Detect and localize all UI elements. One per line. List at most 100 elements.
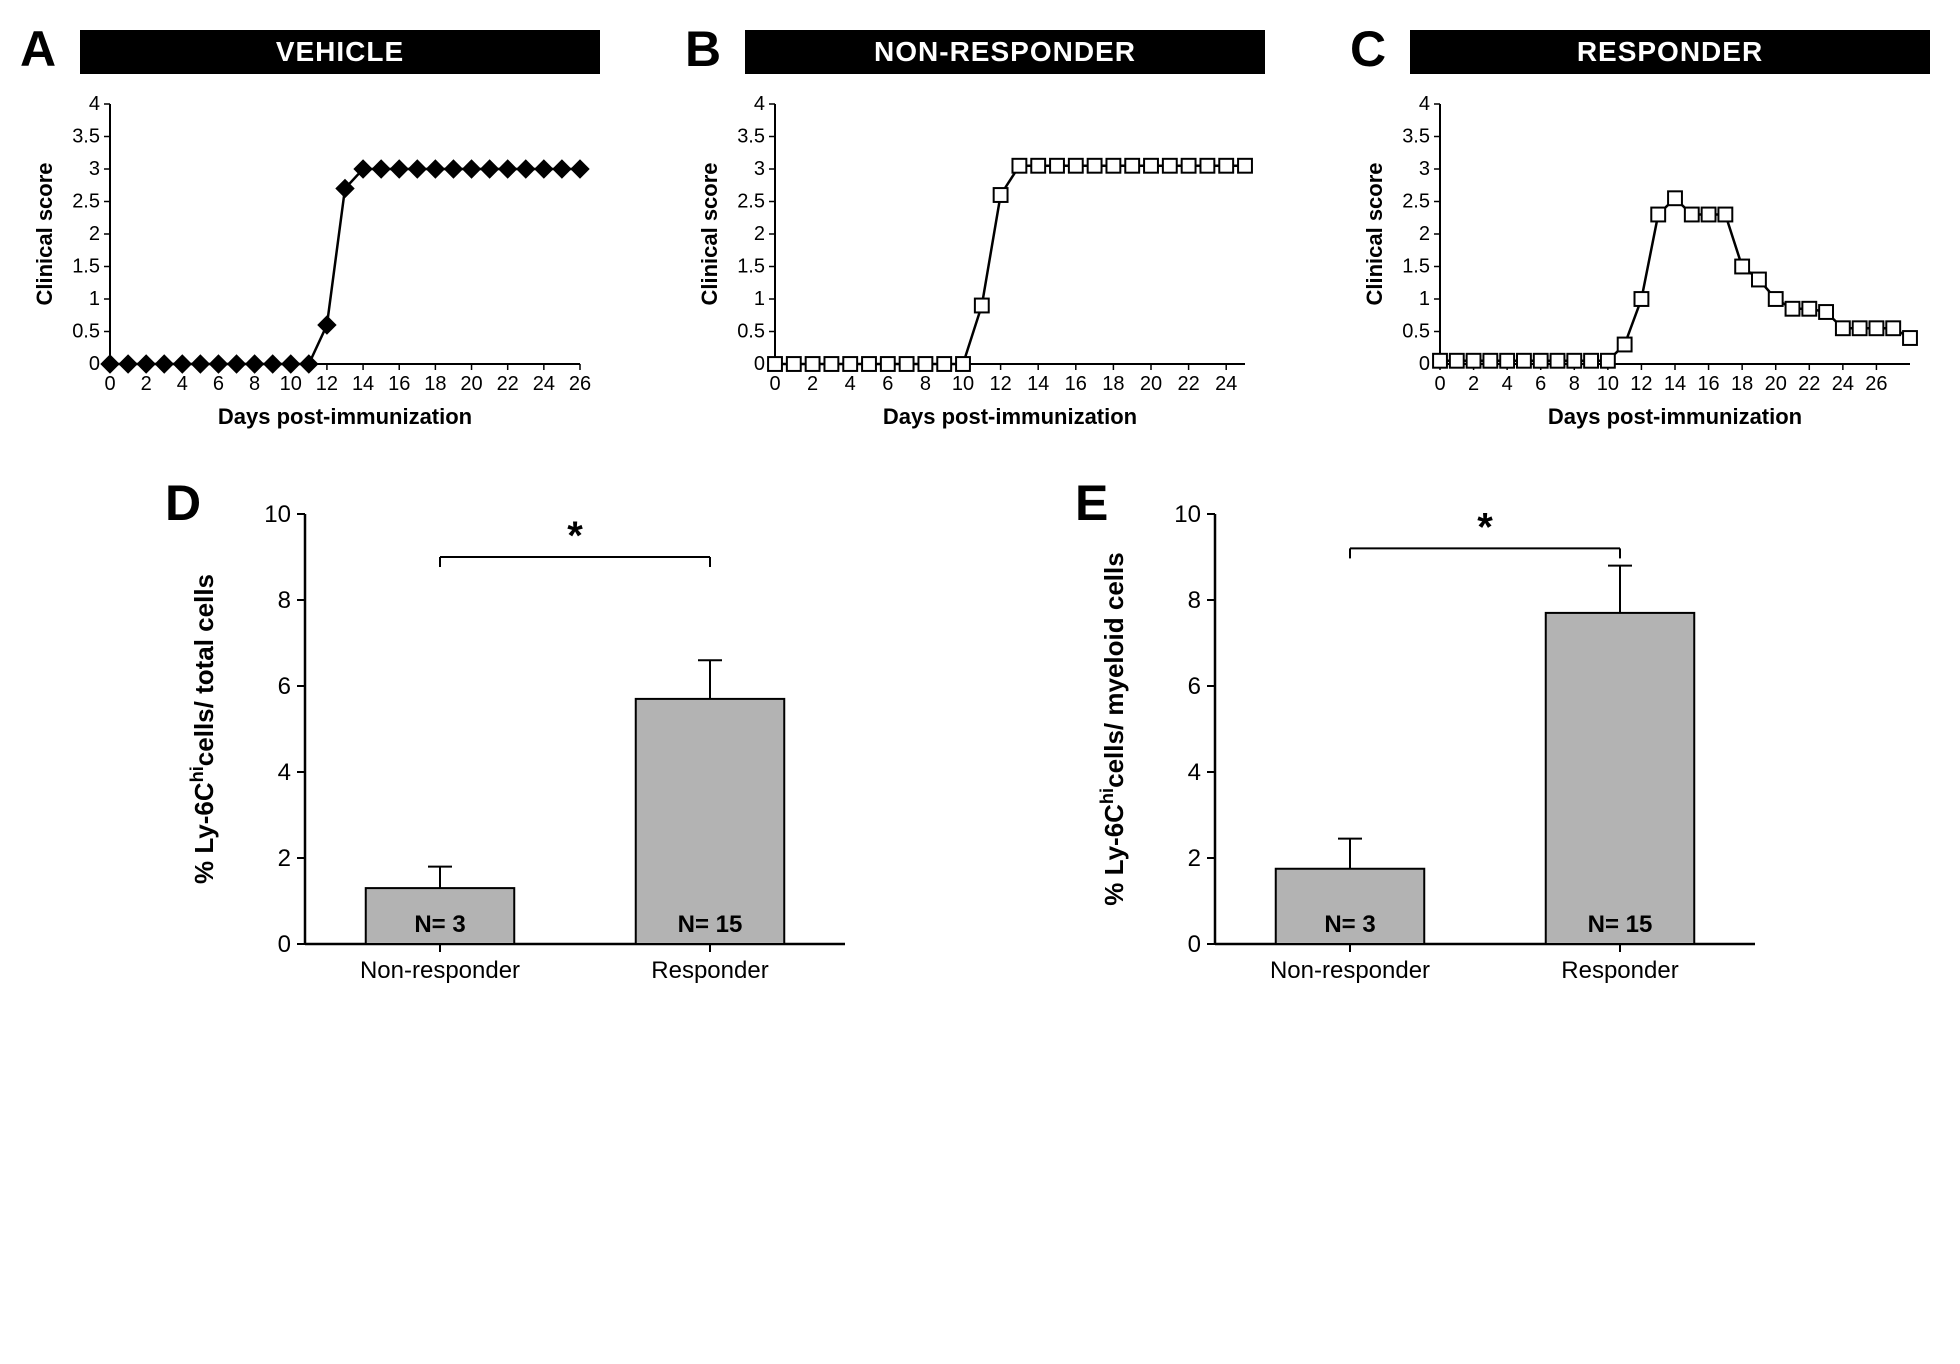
svg-text:18: 18 — [1102, 373, 1124, 395]
svg-text:10: 10 — [280, 373, 302, 395]
top-row: A VEHICLE 00.511.522.533.540246810121416… — [30, 30, 1930, 434]
panel-e-chart: 0246810N= 3Non-responderN= 15Responder*%… — [1085, 484, 1785, 1004]
panel-b-chart: 00.511.522.533.54024681012141618202224Da… — [695, 94, 1265, 434]
svg-text:3: 3 — [754, 158, 765, 180]
svg-text:*: * — [567, 514, 583, 558]
svg-text:3.5: 3.5 — [1402, 126, 1430, 148]
svg-text:0: 0 — [89, 353, 100, 375]
svg-text:N= 3: N= 3 — [414, 911, 465, 938]
svg-text:24: 24 — [1215, 373, 1237, 395]
svg-text:Clinical score: Clinical score — [697, 162, 722, 305]
svg-text:16: 16 — [388, 373, 410, 395]
svg-text:Days post-immunization: Days post-immunization — [883, 404, 1137, 429]
svg-text:0: 0 — [1434, 373, 1445, 395]
svg-text:4: 4 — [177, 373, 188, 395]
svg-text:2: 2 — [754, 223, 765, 245]
svg-text:12: 12 — [316, 373, 338, 395]
svg-text:Days post-immunization: Days post-immunization — [218, 404, 472, 429]
svg-text:8: 8 — [249, 373, 260, 395]
svg-text:2: 2 — [1419, 223, 1430, 245]
svg-text:Non-responder: Non-responder — [1270, 957, 1430, 984]
svg-text:20: 20 — [1140, 373, 1162, 395]
panel-a: A VEHICLE 00.511.522.533.540246810121416… — [30, 30, 600, 434]
svg-text:2.5: 2.5 — [72, 191, 100, 213]
svg-text:1.5: 1.5 — [72, 256, 100, 278]
svg-text:24: 24 — [533, 373, 555, 395]
svg-text:10: 10 — [1597, 373, 1619, 395]
svg-text:6: 6 — [1535, 373, 1546, 395]
svg-text:20: 20 — [460, 373, 482, 395]
svg-text:8: 8 — [278, 587, 291, 614]
svg-text:2: 2 — [1468, 373, 1479, 395]
svg-text:24: 24 — [1832, 373, 1854, 395]
svg-text:Clinical score: Clinical score — [32, 162, 57, 305]
svg-text:1: 1 — [89, 288, 100, 310]
svg-text:2.5: 2.5 — [737, 191, 765, 213]
svg-text:14: 14 — [352, 373, 374, 395]
svg-text:18: 18 — [424, 373, 446, 395]
svg-text:Responder: Responder — [1561, 957, 1678, 984]
svg-text:2: 2 — [1188, 845, 1201, 872]
svg-text:4: 4 — [1502, 373, 1513, 395]
svg-text:22: 22 — [497, 373, 519, 395]
svg-text:4: 4 — [278, 759, 291, 786]
panel-letter-a: A — [20, 20, 56, 78]
svg-text:0: 0 — [769, 373, 780, 395]
svg-text:2: 2 — [278, 845, 291, 872]
svg-text:1: 1 — [754, 288, 765, 310]
svg-text:8: 8 — [920, 373, 931, 395]
svg-text:0: 0 — [104, 373, 115, 395]
svg-text:10: 10 — [952, 373, 974, 395]
svg-text:8: 8 — [1188, 587, 1201, 614]
panel-a-title: VEHICLE — [80, 30, 600, 74]
panel-c-title: RESPONDER — [1410, 30, 1930, 74]
svg-text:1.5: 1.5 — [737, 256, 765, 278]
svg-text:3.5: 3.5 — [737, 126, 765, 148]
svg-text:14: 14 — [1664, 373, 1686, 395]
svg-text:8: 8 — [1569, 373, 1580, 395]
svg-text:% Ly-6Chicells/ myeloid cells: % Ly-6Chicells/ myeloid cells — [1097, 552, 1129, 905]
panel-c: C RESPONDER 00.511.522.533.5402468101214… — [1360, 30, 1930, 434]
svg-text:0: 0 — [1419, 353, 1430, 375]
svg-text:Clinical score: Clinical score — [1362, 162, 1387, 305]
svg-text:1: 1 — [1419, 288, 1430, 310]
panel-letter-c: C — [1350, 20, 1386, 78]
svg-text:20: 20 — [1765, 373, 1787, 395]
bottom-row: D 0246810N= 3Non-responderN= 15Responder… — [30, 484, 1930, 1004]
svg-text:*: * — [1477, 505, 1493, 549]
svg-text:0.5: 0.5 — [737, 321, 765, 343]
svg-text:4: 4 — [89, 94, 100, 115]
panel-d: D 0246810N= 3Non-responderN= 15Responder… — [175, 484, 875, 1004]
panel-letter-b: B — [685, 20, 721, 78]
panel-e: E 0246810N= 3Non-responderN= 15Responder… — [1085, 484, 1785, 1004]
svg-text:0: 0 — [754, 353, 765, 375]
panel-d-chart: 0246810N= 3Non-responderN= 15Responder*%… — [175, 484, 875, 1004]
svg-text:12: 12 — [989, 373, 1011, 395]
svg-text:N= 3: N= 3 — [1324, 911, 1375, 938]
svg-text:2: 2 — [89, 223, 100, 245]
svg-text:Non-responder: Non-responder — [360, 957, 520, 984]
svg-text:0: 0 — [278, 931, 291, 958]
svg-text:26: 26 — [1865, 373, 1887, 395]
svg-text:10: 10 — [1174, 501, 1201, 528]
svg-text:22: 22 — [1798, 373, 1820, 395]
svg-text:2: 2 — [807, 373, 818, 395]
svg-text:% Ly-6Chicells/ total cells: % Ly-6Chicells/ total cells — [187, 574, 219, 884]
svg-text:Days post-immunization: Days post-immunization — [1548, 404, 1802, 429]
svg-text:6: 6 — [213, 373, 224, 395]
svg-text:1.5: 1.5 — [1402, 256, 1430, 278]
svg-text:N= 15: N= 15 — [1588, 911, 1653, 938]
svg-text:4: 4 — [754, 94, 765, 115]
panel-a-chart: 00.511.522.533.5402468101214161820222426… — [30, 94, 600, 434]
panel-b-title: NON-RESPONDER — [745, 30, 1265, 74]
svg-text:6: 6 — [882, 373, 893, 395]
svg-text:18: 18 — [1731, 373, 1753, 395]
svg-text:10: 10 — [264, 501, 291, 528]
panel-c-chart: 00.511.522.533.5402468101214161820222426… — [1360, 94, 1930, 434]
svg-text:6: 6 — [278, 673, 291, 700]
svg-text:2.5: 2.5 — [1402, 191, 1430, 213]
figure-root: A VEHICLE 00.511.522.533.540246810121416… — [30, 30, 1930, 1004]
svg-text:4: 4 — [845, 373, 856, 395]
svg-text:16: 16 — [1697, 373, 1719, 395]
svg-text:2: 2 — [141, 373, 152, 395]
